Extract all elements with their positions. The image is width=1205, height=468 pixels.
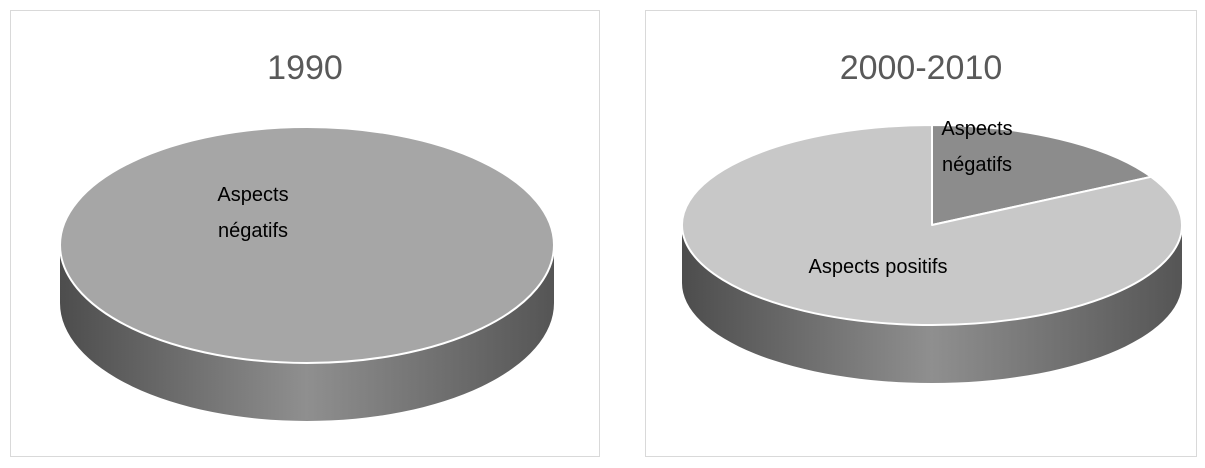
pie-chart-1990: Aspects négatifs: [59, 126, 555, 421]
pie-side: [682, 225, 1182, 383]
pie-chart-2000-2010: Aspects négatifs Aspects positifs: [681, 118, 1183, 383]
chart-title: 2000-2010: [839, 49, 1003, 87]
chart-title: 1990: [267, 49, 343, 87]
pie-data-label: Aspects négatifs: [941, 118, 1012, 176]
pie-data-label: Aspects négatifs: [217, 184, 288, 242]
chart-panel-1990: 1990 Aspects négatifs: [10, 10, 600, 457]
pie-slice-aspects-n-gatifs: [59, 126, 555, 364]
pie-side: [60, 245, 554, 421]
pie-slice-aspects-n-gatifs: [931, 124, 1153, 226]
pie-slice-aspects-positifs: [681, 124, 1183, 326]
pie-data-label: Aspects positifs: [809, 256, 948, 278]
chart-panel-2000-2010: 2000-2010 Aspects négatifs Aspects positif…: [645, 10, 1197, 457]
